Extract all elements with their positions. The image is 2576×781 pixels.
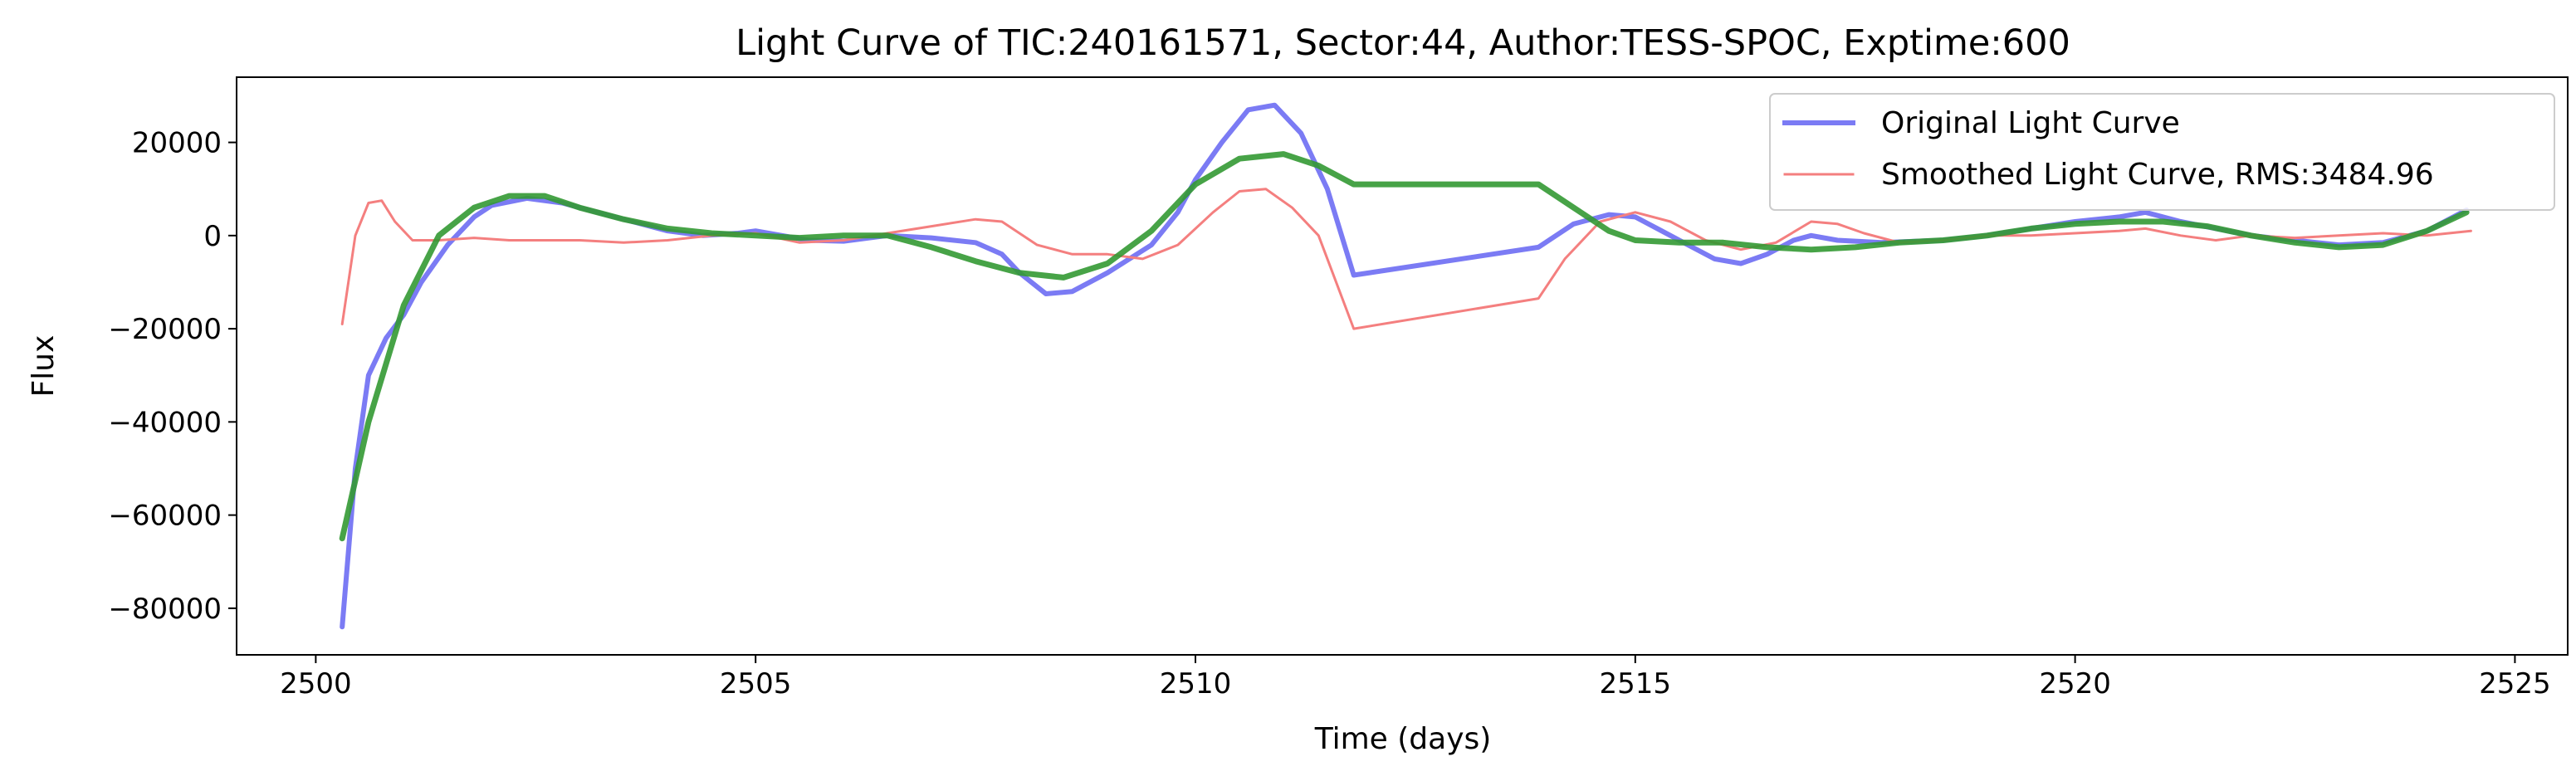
y-tick-label: −80000 [108, 593, 222, 626]
x-tick-label: 2505 [720, 667, 792, 700]
chart-title: Light Curve of TIC:240161571, Sector:44,… [736, 22, 2070, 64]
x-tick-label: 2500 [280, 667, 352, 700]
legend-box [1769, 93, 2555, 211]
x-tick-label: 2510 [1160, 667, 1232, 700]
series-line-smoothed [340, 188, 2472, 330]
y-tick-label: −20000 [108, 313, 222, 346]
y-axis-ticks: −80000 −60000 −40000 −20000 0 20000 [108, 127, 237, 626]
y-tick-label: −40000 [108, 406, 222, 439]
y-tick-label: −60000 [108, 500, 222, 533]
y-tick-label: 0 [203, 220, 222, 253]
x-axis-label: Time (days) [1314, 722, 1492, 756]
x-tick-label: 2520 [2039, 667, 2111, 700]
plot-frame [236, 76, 2569, 656]
y-axis-label: Flux [27, 335, 61, 398]
y-tick-label: 20000 [132, 127, 222, 160]
series-line-fit [339, 151, 2470, 542]
plot-series [339, 102, 2472, 630]
legend-label-original: Original Light Curve [1881, 106, 2180, 140]
x-tick-label: 2515 [1600, 667, 1672, 700]
legend: Original Light Curve Smoothed Light Curv… [1769, 93, 2555, 211]
legend-label-smoothed: Smoothed Light Curve, RMS:3484.96 [1881, 158, 2434, 192]
x-tick-label: 2525 [2479, 667, 2551, 700]
x-axis-ticks: 2500 2505 2510 2515 2520 2525 [280, 655, 2551, 700]
